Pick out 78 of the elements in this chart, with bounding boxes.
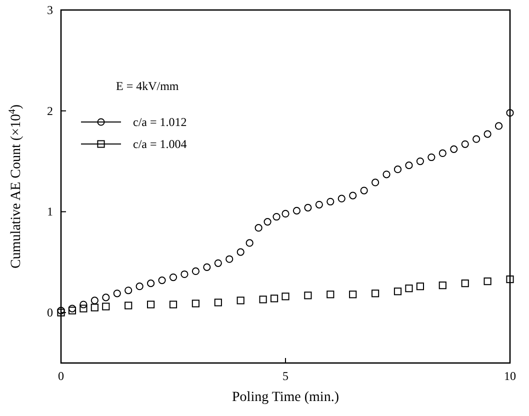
point xyxy=(102,294,110,302)
point xyxy=(292,206,301,215)
point xyxy=(484,278,492,286)
point xyxy=(349,192,357,200)
point xyxy=(203,263,211,271)
point xyxy=(461,280,469,288)
point xyxy=(450,145,458,153)
point xyxy=(180,270,188,278)
point xyxy=(90,304,98,312)
legend-title: E = 4kV/mm xyxy=(116,79,180,93)
point xyxy=(405,162,413,170)
legend-label: c/a = 1.012 xyxy=(133,115,187,129)
x-tick-label: 5 xyxy=(282,369,288,383)
point xyxy=(254,224,262,232)
point xyxy=(214,298,222,306)
legend-label: c/a = 1.004 xyxy=(133,137,187,151)
point xyxy=(68,304,76,312)
point xyxy=(394,288,402,296)
point xyxy=(124,286,132,294)
point xyxy=(259,296,267,304)
point xyxy=(372,178,380,186)
x-axis-title: Poling Time (min.) xyxy=(232,390,340,405)
point xyxy=(282,292,290,300)
point xyxy=(405,284,413,292)
point xyxy=(57,308,65,316)
point xyxy=(438,149,446,158)
point xyxy=(506,109,514,117)
point xyxy=(113,290,121,298)
point xyxy=(236,248,244,256)
point xyxy=(226,255,234,263)
point xyxy=(169,273,178,282)
point xyxy=(360,186,368,194)
point xyxy=(147,300,155,308)
point xyxy=(80,300,88,308)
y-tick-label: 2 xyxy=(47,104,53,118)
point xyxy=(349,290,357,298)
point xyxy=(382,170,390,178)
point xyxy=(80,304,88,312)
y-tick-label: 0 xyxy=(47,306,53,320)
point xyxy=(102,302,110,310)
x-tick-label: 10 xyxy=(504,369,516,383)
point xyxy=(282,210,290,218)
point xyxy=(192,267,200,276)
point xyxy=(57,306,65,314)
point xyxy=(214,259,222,267)
point xyxy=(326,290,334,298)
point xyxy=(124,302,132,310)
point xyxy=(494,122,503,130)
point xyxy=(304,204,312,212)
point xyxy=(272,212,280,221)
point xyxy=(264,218,272,226)
point xyxy=(136,282,144,290)
point xyxy=(68,306,76,314)
point xyxy=(90,296,98,304)
x-tick-label: 0 xyxy=(58,369,64,383)
point xyxy=(315,200,323,208)
point xyxy=(326,198,334,206)
point xyxy=(438,282,446,290)
point xyxy=(270,294,278,302)
point xyxy=(428,153,436,162)
point xyxy=(147,280,155,288)
point xyxy=(338,194,346,202)
point xyxy=(169,300,178,308)
point xyxy=(416,282,424,290)
point xyxy=(372,290,380,298)
point xyxy=(506,275,514,284)
point xyxy=(484,130,492,138)
point xyxy=(416,157,424,166)
point xyxy=(472,135,480,143)
point xyxy=(304,292,312,300)
point xyxy=(192,300,200,308)
y-tick-label: 3 xyxy=(47,3,53,17)
point xyxy=(394,166,402,174)
point xyxy=(246,239,254,247)
point xyxy=(236,296,244,304)
point xyxy=(461,140,469,148)
y-tick-label: 1 xyxy=(47,204,53,219)
point xyxy=(158,276,166,284)
